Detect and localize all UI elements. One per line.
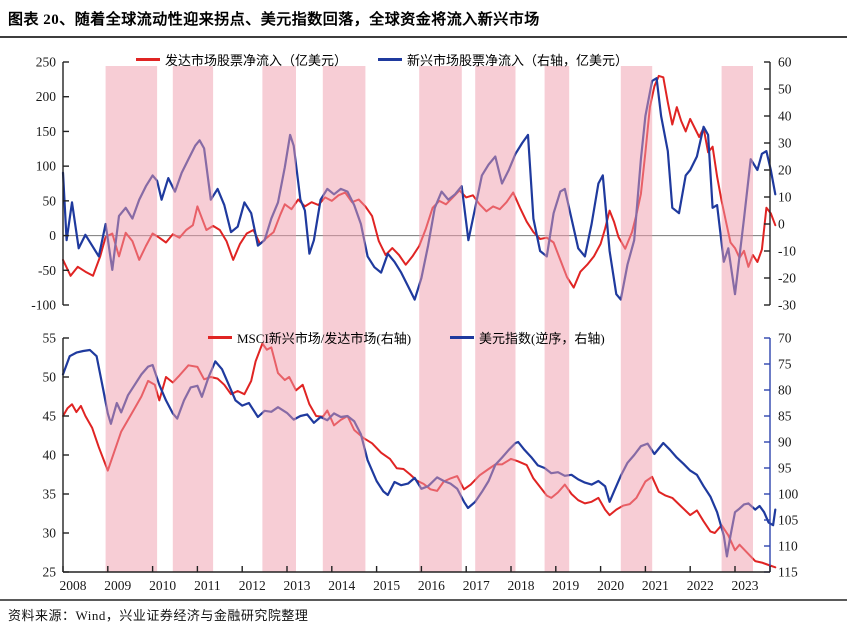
x-axis-tick-label: 2010 (149, 578, 176, 593)
left-axis-tick-label: 50 (43, 370, 57, 385)
left-axis-tick-label: 0 (49, 228, 56, 243)
left-axis-tick-label: 45 (43, 409, 57, 424)
right-axis-tick-label: 0 (778, 217, 785, 232)
x-axis-tick-label: 2009 (104, 578, 131, 593)
highlight-band (262, 66, 296, 572)
right-axis-tick-label: 75 (778, 357, 792, 372)
x-axis-tick-label: 2011 (194, 578, 221, 593)
legend-swatch-dollar-index (450, 336, 474, 339)
x-axis-tick-label: 2016 (418, 578, 445, 593)
left-axis-tick-label: 200 (36, 89, 57, 104)
left-axis-tick-label: -50 (38, 263, 56, 278)
left-axis-tick-label: 25 (43, 565, 57, 580)
x-axis-tick-label: 2018 (508, 578, 535, 593)
left-axis-tick-label: 50 (43, 193, 57, 208)
x-axis-tick-label: 2015 (373, 578, 400, 593)
highlight-band (419, 66, 462, 572)
series-line-0-1 (61, 77, 777, 301)
highlight-band (475, 66, 516, 572)
right-axis-tick-label: 10 (778, 190, 792, 205)
left-axis-tick-label: 40 (43, 448, 57, 463)
x-axis-tick-label: 2017 (463, 578, 490, 593)
right-axis-tick-label: 20 (778, 163, 792, 178)
right-axis-tick-label: -20 (778, 271, 796, 286)
highlight-band (620, 66, 653, 572)
legend-item-msci-ratio: MSCI新兴市场/发达市场(右轴) (208, 328, 411, 347)
x-axis-tick-label: 2014 (328, 578, 355, 593)
right-axis-tick-label: 95 (778, 461, 792, 476)
left-axis-tick-label: 30 (43, 526, 57, 541)
x-axis-tick-label: 2021 (642, 578, 669, 593)
right-axis-tick-label: 85 (778, 409, 792, 424)
x-axis-tick-label: 2022 (687, 578, 714, 593)
right-axis-tick-label: -30 (778, 298, 796, 313)
right-axis-tick-label: 80 (778, 383, 792, 398)
left-axis-tick-label: 55 (43, 331, 57, 346)
legend-item-dev-flows: 发达市场股票净流入（亿美元） (136, 50, 347, 69)
highlight-band (544, 66, 570, 572)
highlight-band (322, 66, 366, 572)
bottom-chart-legend: MSCI新兴市场/发达市场(右轴) 美元指数(逆序，右轴) (0, 328, 847, 346)
x-axis-tick-label: 2013 (284, 578, 311, 593)
legend-label-msci-ratio: MSCI新兴市场/发达市场(右轴) (237, 331, 412, 346)
legend-item-em-flows: 新兴市场股票净流入（右轴，亿美元） (378, 50, 628, 69)
legend-swatch-msci-ratio (208, 336, 232, 339)
series-line-1-0 (62, 342, 777, 569)
right-axis-tick-label: 60 (778, 55, 792, 70)
x-axis-tick-label: 2019 (552, 578, 579, 593)
right-axis-tick-label: 100 (778, 487, 799, 502)
top-chart-legend: 发达市场股票净流入（亿美元） 新兴市场股票净流入（右轴，亿美元） (0, 50, 847, 68)
right-axis-tick-label: 30 (778, 136, 792, 151)
right-axis-tick-label: 40 (778, 109, 792, 124)
legend-label-em-flows: 新兴市场股票净流入（右轴，亿美元） (407, 53, 629, 68)
legend-label-dollar-index: 美元指数(逆序，右轴) (479, 331, 605, 346)
right-axis-tick-label: 90 (778, 435, 792, 450)
legend-label-dev-flows: 发达市场股票净流入（亿美元） (165, 53, 348, 68)
highlight-band (172, 66, 214, 572)
left-axis-tick-label: 150 (36, 124, 57, 139)
left-axis-tick-label: 100 (36, 159, 57, 174)
legend-swatch-dev-flows (136, 58, 160, 61)
highlight-band (721, 66, 753, 572)
title-divider (0, 36, 847, 38)
source-note: 资料来源：Wind，兴业证券经济与金融研究院整理 (8, 608, 309, 623)
figure-title: 图表 20、随着全球流动性迎来拐点、美元指数回落，全球资金将流入新兴市场 (8, 12, 540, 28)
source-divider (0, 599, 847, 601)
right-axis-tick-label: 105 (778, 513, 799, 528)
legend-item-dollar-index: 美元指数(逆序，右轴) (450, 328, 605, 347)
right-axis-tick-label: 70 (778, 331, 792, 346)
x-axis-tick-label: 2023 (732, 578, 759, 593)
x-axis-tick-label: 2008 (60, 578, 87, 593)
x-axis-tick-label: 2012 (239, 578, 266, 593)
left-axis-tick-label: 35 (43, 487, 57, 502)
x-axis-tick-label: 2020 (597, 578, 624, 593)
right-axis-tick-label: 50 (778, 82, 792, 97)
right-axis-tick-label: 115 (778, 565, 798, 580)
left-axis-tick-label: -100 (31, 298, 56, 313)
highlight-band (105, 66, 158, 572)
right-axis-tick-label: 110 (778, 539, 798, 554)
left-axis-tick-label: 250 (36, 55, 57, 70)
legend-swatch-em-flows (378, 58, 402, 61)
right-axis-tick-label: -10 (778, 244, 796, 259)
